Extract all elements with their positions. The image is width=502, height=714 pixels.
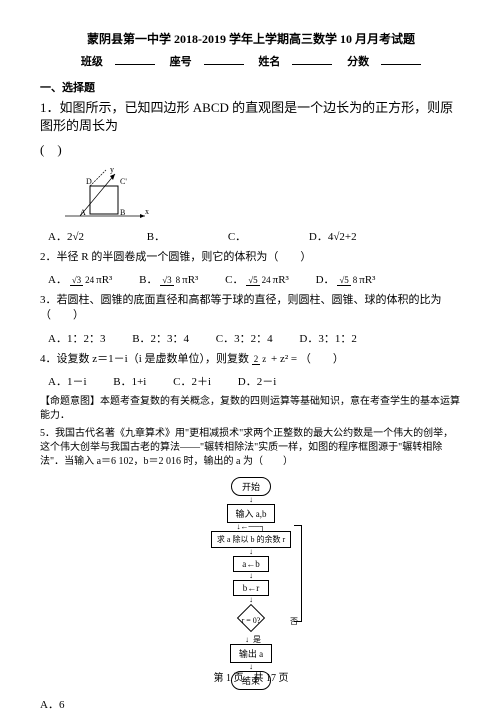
question-2: 2．半径 R 的半圆卷成一个圆锥，则它的体积为（ ） [40,250,462,265]
label-A: A [80,208,86,217]
oblique-diagram: D C' A B y x [60,166,462,224]
class-blank [115,53,155,65]
q3-opt-d: D．3：1：2 [299,330,356,346]
q1-options: A．2√2 B． C． D．4√2+2 [48,228,462,244]
question-1-tail: ( ) [40,141,462,159]
fc-cond-wrap: r = 0? 否 [206,608,296,636]
label-y: y [110,166,114,174]
q2-opt-d: D． √58πR³ [316,271,376,287]
q1-text: 如图所示，已知四边形 ABCD 的直观图是一个边长为的正方形，则原图形的周长为 [40,100,453,133]
label-x: x [145,207,149,216]
question-1: 1．如图所示，已知四边形 ABCD 的直观图是一个边长为的正方形，则原图形的周长… [40,99,462,135]
q5-opt-a: A．6 [40,698,462,713]
arrow-icon: ↓ [206,496,296,504]
q1-num: 1． [40,100,60,115]
fc-input: 输入 a,b [227,504,275,523]
q3-options: A．1：2：3 B．2：3：4 C．3：2：4 D．3：1：2 [48,330,462,346]
exam-note: 【命题意图】本题考查复数的有关概念，复数的四则运算等基础知识，意在考查学生的基本… [40,395,462,423]
class-label: 班级 [81,56,103,68]
page-footer: 第 1 页，共 17 页 [0,669,502,684]
fc-assign2: b←r [233,580,269,596]
q4-opt-c: C．2＋i [173,373,211,389]
q5-num: 5． [40,428,55,439]
q1-opt-d: D．4√2+2 [309,228,357,244]
arrow-icon: ↓是 [206,636,296,644]
q5-text: 我国古代名著《九章算术》用"更相减损术"求两个正整数的最大公约数是一个伟大的创举… [40,428,453,467]
flowchart: 开始 ↓ 输入 a,b ↓←──┐ 求 a 除以 b 的余数 r ↓ a←b ↓… [206,477,296,690]
fc-calc: 求 a 除以 b 的余数 r [211,531,291,548]
q2-opt-b: B． √38πR³ [139,271,198,287]
q4-opt-b: B．1+i [113,373,146,389]
name-blank [292,53,332,65]
q4-text: 设复数 z＝1－i（i 是虚数单位），则复数 [57,353,250,365]
fc-yes: 是 [253,635,261,644]
q2-options: A． √324πR³ B． √38πR³ C． √524πR³ D． √58πR… [48,271,462,287]
q1-opt-c: C． [228,228,246,244]
q2-text: 半径 R 的半圆卷成一个圆锥，则它的体积为（ ） [57,251,312,263]
question-3: 3．若圆柱、圆锥的底面直径和高都等于球的直径，则圆柱、圆锥、球的体积的比为（ ） [40,293,462,324]
q4-mid: + z² = [271,353,297,365]
fc-assign1: a←b [233,556,269,572]
q3-opt-b: B．2：3：4 [132,330,189,346]
loop-line [294,525,302,622]
arrow-icon: ↓ [206,548,296,556]
q4-tail: （ ） [300,353,344,365]
question-5: 5．我国古代名著《九章算术》用"更相减损术"求两个正整数的最大公约数是一个伟大的… [40,427,462,469]
q4-opt-a: A．1－i [48,373,87,389]
q3-opt-c: C．3：2：4 [216,330,273,346]
q4-num: 4． [40,353,57,365]
q4-opt-d: D．2－i [238,373,277,389]
seat-label: 座号 [170,56,192,68]
name-label: 姓名 [258,56,280,68]
fc-cond: r = 0? [206,616,296,625]
q1-opt-b: B． [147,228,165,244]
arrow-icon: ↓ [206,572,296,580]
fc-start: 开始 [231,477,271,496]
label-D: D [86,177,92,186]
q3-opt-a: A．1：2：3 [48,330,105,346]
fc-output: 输出 a [230,644,272,663]
score-label: 分数 [347,56,369,68]
q4-fraction: 2z [252,355,269,364]
q2-opt-c: C． √524πR³ [225,271,289,287]
q1-opt-a: A．2√2 [48,228,84,244]
seat-blank [204,53,244,65]
label-B: B [120,208,125,217]
score-blank [381,53,421,65]
page-title: 蒙阴县第一中学 2018-2019 学年上学期高三数学 10 月月考试题 [40,30,462,47]
q3-text: 若圆柱、圆锥的底面直径和高都等于球的直径，则圆柱、圆锥、球的体积的比为（ ） [40,294,442,321]
question-4: 4．设复数 z＝1－i（i 是虚数单位），则复数 2z + z² = （ ） [40,352,462,367]
arrow-icon: ↓←──┐ [206,523,296,531]
q2-opt-a: A． √324πR³ [48,271,112,287]
header-fields: 班级 座号 姓名 分数 [40,53,462,69]
label-Cp: C' [120,177,127,186]
q4-options: A．1－i B．1+i C．2＋i D．2－i [48,373,462,389]
section-heading: 一、选择题 [40,79,462,95]
q3-num: 3． [40,294,57,306]
q2-num: 2． [40,251,57,263]
